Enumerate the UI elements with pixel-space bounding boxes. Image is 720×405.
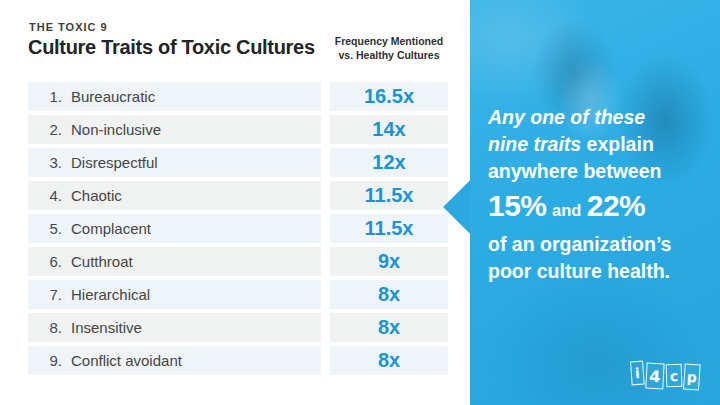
frequency-value: 12x <box>330 148 448 177</box>
frequency-value: 14x <box>330 115 448 144</box>
trait-cell: 9. Conflict avoidant <box>28 346 321 375</box>
trait-label: Disrespectful <box>71 154 158 171</box>
eyebrow-label: THE TOXIC 9 <box>29 21 108 33</box>
logo-letter-p: p <box>683 363 701 390</box>
frequency-column-header: Frequency Mentioned vs. Healthy Cultures <box>327 34 451 62</box>
column-header-line1: Frequency Mentioned <box>327 34 451 48</box>
trait-cell: 8. Insensitive <box>28 313 321 342</box>
trait-label: Insensitive <box>71 319 142 336</box>
trait-label: Hierarchical <box>71 286 150 303</box>
frequency-value: 11.5x <box>330 181 448 210</box>
callout-line-6: poor culture health. <box>488 258 708 285</box>
trait-rank: 2. <box>41 121 62 138</box>
trait-cell: 2. Non-inclusive <box>28 115 321 144</box>
trait-label: Non-inclusive <box>71 121 161 138</box>
table-row: 5. Complacent 11.5x <box>28 214 448 243</box>
stat-high: 22% <box>587 189 646 222</box>
trait-label: Conflict avoidant <box>71 352 182 369</box>
trait-cell: 6. Cutthroat <box>28 247 321 276</box>
page-title: Culture Traits of Toxic Cultures <box>28 36 315 59</box>
table-row: 2. Non-inclusive 14x <box>28 115 448 144</box>
i4cp-logo: i 4 c p <box>629 362 700 388</box>
frequency-value: 16.5x <box>330 82 448 111</box>
callout-line-3: anywhere between <box>488 158 708 185</box>
frequency-value: 8x <box>330 313 448 342</box>
trait-cell: 7. Hierarchical <box>28 280 321 309</box>
table-row: 8. Insensitive 8x <box>28 313 448 342</box>
logo-letter-c: c <box>666 363 683 387</box>
frequency-value: 9x <box>330 247 448 276</box>
trait-label: Bureaucratic <box>71 88 155 105</box>
logo-letter-i: i <box>630 361 645 386</box>
table-row: 7. Hierarchical 8x <box>28 280 448 309</box>
stat-connector: and <box>552 201 581 219</box>
trait-rank: 6. <box>41 253 62 270</box>
callout-line-5: of an organization’s <box>488 231 708 258</box>
trait-rank: 8. <box>41 319 62 336</box>
trait-cell: 5. Complacent <box>28 214 321 243</box>
trait-label: Complacent <box>71 220 151 237</box>
table-row: 6. Cutthroat 9x <box>28 247 448 276</box>
callout-stats: 15% and 22% <box>488 185 708 231</box>
column-header-line2: vs. Healthy Cultures <box>327 48 451 62</box>
trait-rank: 7. <box>41 286 62 303</box>
callout-line-2: nine traits explain <box>488 131 708 158</box>
slide-canvas: THE TOXIC 9 Culture Traits of Toxic Cult… <box>0 0 720 405</box>
trait-label: Cutthroat <box>71 253 133 270</box>
trait-cell: 1. Bureaucratic <box>28 82 321 111</box>
callout-line-1: Any one of these <box>488 104 708 131</box>
trait-cell: 4. Chaotic <box>28 181 321 210</box>
traits-table: 1. Bureaucratic 16.5x 2. Non-inclusive 1… <box>28 82 448 379</box>
trait-cell: 3. Disrespectful <box>28 148 321 177</box>
callout-panel: Any one of these nine traits explain any… <box>470 0 720 405</box>
table-row: 9. Conflict avoidant 8x <box>28 346 448 375</box>
logo-letter-4: 4 <box>645 363 664 390</box>
table-row: 3. Disrespectful 12x <box>28 148 448 177</box>
table-row: 4. Chaotic 11.5x <box>28 181 448 210</box>
trait-label: Chaotic <box>71 187 122 204</box>
trait-rank: 4. <box>41 187 62 204</box>
frequency-value: 11.5x <box>330 214 448 243</box>
frequency-value: 8x <box>330 346 448 375</box>
trait-rank: 1. <box>41 88 62 105</box>
trait-rank: 9. <box>41 352 62 369</box>
frequency-value: 8x <box>330 280 448 309</box>
stat-low: 15% <box>488 189 547 222</box>
trait-rank: 3. <box>41 154 62 171</box>
callout-text: Any one of these nine traits explain any… <box>488 104 708 285</box>
table-row: 1. Bureaucratic 16.5x <box>28 82 448 111</box>
trait-rank: 5. <box>41 220 62 237</box>
